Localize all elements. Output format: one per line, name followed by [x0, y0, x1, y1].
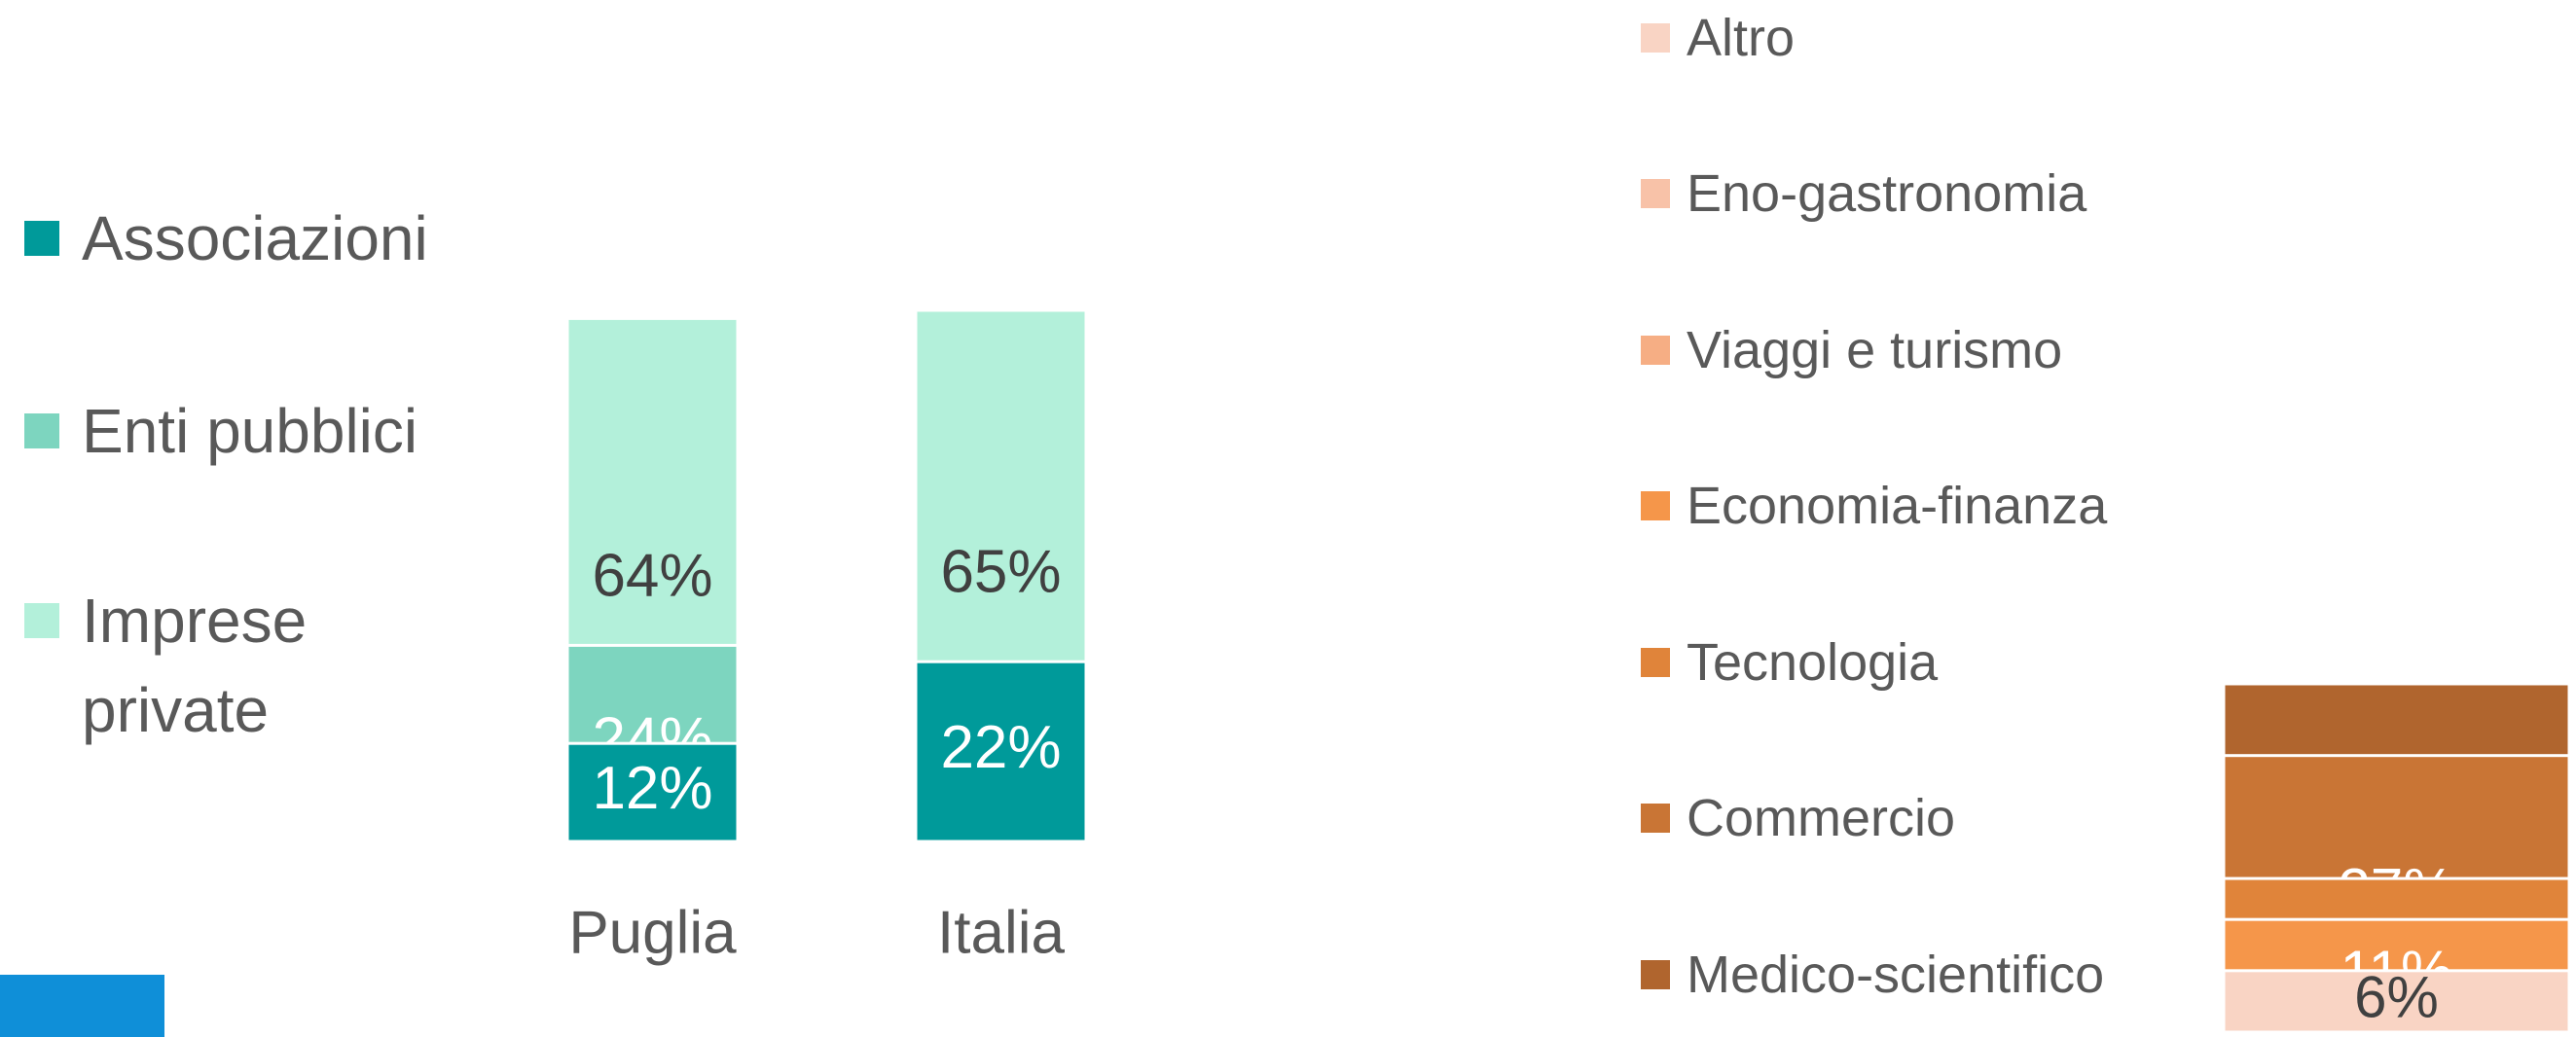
legend-label: Viaggi e turismo [1687, 321, 2063, 379]
legend-swatch [1641, 960, 1670, 989]
legend-label: Economia-finanza [1687, 477, 2108, 535]
x-tick-label: Italia [937, 899, 1065, 966]
data-label: 6% [2354, 964, 2439, 1029]
decor-block [0, 975, 164, 1037]
legend-swatch [24, 221, 59, 256]
bar-segment [565, 741, 740, 843]
legend-label: Associazioni [82, 203, 428, 273]
legend-label: Eno-gastronomia [1687, 164, 2087, 223]
x-tick-label: Puglia [568, 899, 737, 966]
legend-swatch [1641, 648, 1670, 677]
legend-swatch [24, 413, 59, 448]
bar-segment [2222, 969, 2571, 1034]
legend-label: Medico-scientifico [1687, 946, 2105, 1004]
legend-label: Imprese private [82, 586, 308, 745]
legend-label: Altro [1687, 9, 1796, 67]
legend-swatch [1641, 179, 1670, 208]
legend-swatch [24, 603, 59, 638]
legend-label: Commercio [1687, 789, 1956, 847]
data-label: 64% [592, 543, 712, 610]
legend-label: Enti pubblici [82, 396, 418, 466]
legend-label: Tecnologia [1687, 633, 1939, 692]
data-label: 22% [940, 714, 1061, 781]
legend-swatch [1641, 336, 1670, 365]
legend-swatch [1641, 804, 1670, 833]
legend-swatch [1641, 491, 1670, 520]
legend-swatch [1641, 23, 1670, 53]
bar-segment [914, 660, 1088, 843]
data-label: 65% [940, 538, 1061, 605]
data-label: 12% [592, 755, 712, 822]
